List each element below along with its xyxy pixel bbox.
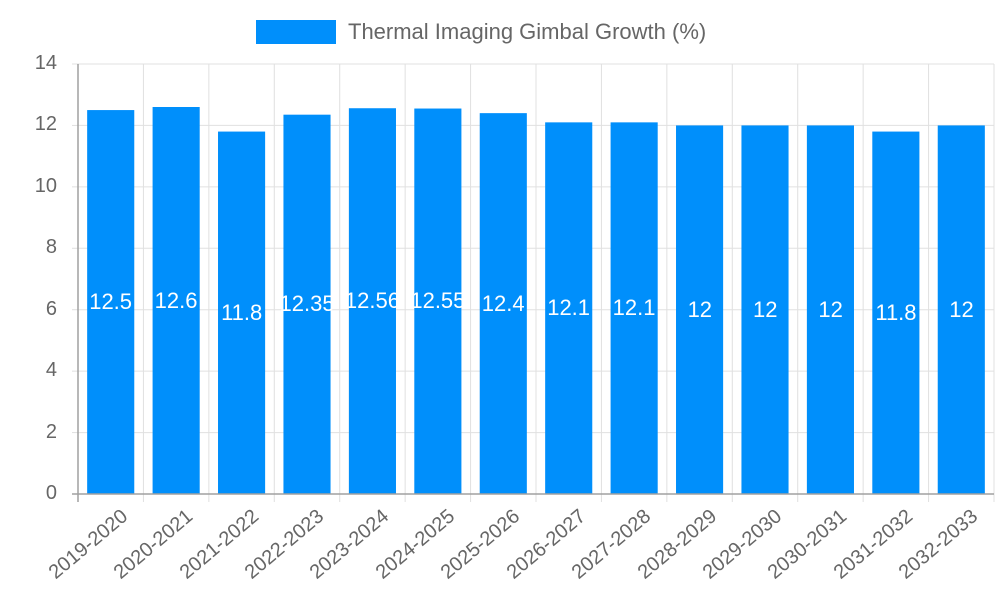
y-tick-label: 14 (34, 52, 57, 74)
bar[interactable] (218, 131, 266, 495)
bar-value-label: 12 (753, 296, 778, 322)
bar[interactable] (414, 108, 462, 495)
bar[interactable] (610, 122, 658, 494)
bar-value-label: 12.35 (279, 291, 335, 317)
bar-value-label: 12 (818, 296, 843, 322)
bar[interactable] (87, 110, 135, 495)
bar-value-label: 12.1 (612, 295, 656, 321)
bar[interactable] (348, 108, 396, 494)
bar[interactable] (676, 125, 724, 494)
bar[interactable] (283, 114, 331, 494)
bar-value-label: 12.4 (481, 290, 525, 316)
chart-legend[interactable]: Thermal Imaging Gimbal Growth (%) (256, 19, 706, 45)
bar-value-label: 12.6 (154, 287, 198, 313)
legend-label: Thermal Imaging Gimbal Growth (%) (348, 19, 707, 44)
legend-swatch (256, 20, 336, 44)
bar[interactable] (872, 131, 920, 495)
bar-value-label: 11.8 (875, 299, 917, 325)
y-tick-label: 2 (45, 420, 57, 443)
y-tick-label: 6 (45, 297, 57, 320)
bar[interactable] (741, 125, 789, 494)
bar-value-label: 12 (687, 296, 713, 322)
y-tick-label: 4 (45, 359, 57, 382)
y-tick-label: 10 (34, 174, 57, 197)
bar[interactable] (937, 125, 985, 494)
y-tick-label: 12 (34, 113, 57, 136)
bar[interactable] (152, 107, 200, 494)
bar-value-label: 12.56 (344, 288, 400, 314)
bar-value-label: 12 (949, 296, 974, 322)
bar[interactable] (545, 122, 593, 494)
y-tick-label: 8 (45, 236, 57, 259)
y-tick-label: 0 (45, 482, 57, 504)
bar[interactable] (479, 113, 527, 495)
bar[interactable] (806, 125, 854, 494)
bar-value-label: 12.5 (89, 289, 133, 315)
bar-value-label: 11.8 (221, 299, 263, 325)
bar-value-label: 12.1 (547, 295, 591, 321)
bar-value-label: 12.55 (410, 288, 466, 314)
